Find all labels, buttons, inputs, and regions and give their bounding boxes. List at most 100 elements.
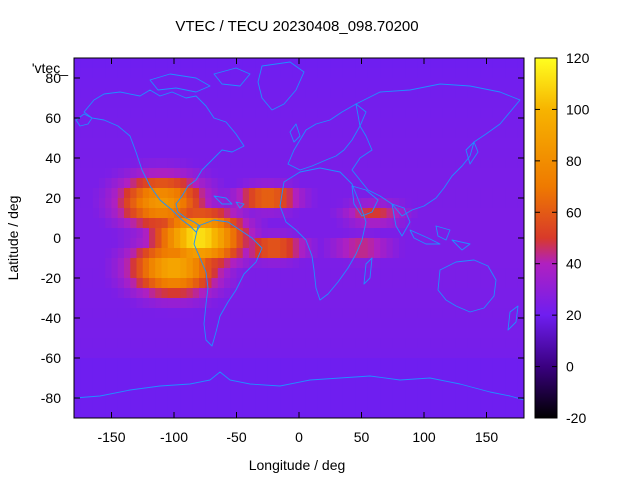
heatmap-cell <box>342 348 350 359</box>
heatmap-cell <box>161 68 169 79</box>
heatmap-cell <box>449 378 456 389</box>
heatmap-cell <box>292 128 300 139</box>
heatmap-cell <box>505 138 513 149</box>
heatmap-cell <box>224 68 231 79</box>
heatmap-cell <box>517 348 524 359</box>
colorbar <box>534 57 558 419</box>
vtec-heatmap <box>74 58 524 418</box>
heatmap-cell <box>317 78 325 89</box>
heatmap-cell <box>299 398 306 409</box>
heatmap-cell <box>236 168 244 179</box>
heatmap-cell <box>136 368 144 379</box>
heatmap-cell <box>174 408 181 418</box>
heatmap-cell <box>511 388 519 399</box>
heatmap-cell <box>161 218 169 229</box>
heatmap-cell <box>467 168 475 179</box>
heatmap-cell <box>330 218 338 229</box>
heatmap-cell <box>149 238 156 249</box>
heatmap-cell <box>392 288 400 299</box>
heatmap-cell <box>386 298 394 309</box>
heatmap-cell <box>280 128 288 139</box>
heatmap-cell <box>224 168 231 179</box>
heatmap-cell <box>136 398 144 409</box>
heatmap-cell <box>336 188 344 199</box>
heatmap-cell <box>267 228 275 239</box>
heatmap-cell <box>399 218 406 229</box>
heatmap-cell <box>174 348 181 359</box>
heatmap-cell <box>111 98 119 109</box>
heatmap-cell <box>355 118 363 129</box>
heatmap-cell <box>349 128 356 139</box>
heatmap-cell <box>405 388 413 399</box>
heatmap-cell <box>267 288 275 299</box>
heatmap-cell <box>105 228 113 239</box>
heatmap-cell <box>361 208 369 219</box>
heatmap-cell <box>274 58 281 69</box>
coastline-alaska <box>75 113 93 127</box>
heatmap-cell <box>111 78 119 89</box>
heatmap-cell <box>417 218 425 229</box>
heatmap-cell <box>117 408 125 418</box>
heatmap-cell <box>442 268 450 279</box>
heatmap-cell <box>230 258 238 269</box>
heatmap-cell <box>105 338 113 349</box>
heatmap-cell <box>399 158 406 169</box>
y-tick-label: -40 <box>41 310 61 326</box>
heatmap-cell <box>161 368 169 379</box>
heatmap-cell <box>105 138 113 149</box>
colorbar-tick-label: -20 <box>566 410 586 426</box>
heatmap-cell <box>167 138 175 149</box>
heatmap-cell <box>317 358 325 369</box>
heatmap-cell <box>411 88 419 99</box>
heatmap-cell <box>280 268 288 279</box>
heatmap-cell <box>230 238 238 249</box>
heatmap-cell <box>411 178 419 189</box>
heatmap-cell <box>149 268 156 279</box>
heatmap-cell <box>411 138 419 149</box>
heatmap-cell <box>386 378 394 389</box>
heatmap-cell <box>374 338 381 349</box>
heatmap-cell <box>430 288 438 299</box>
heatmap-cell <box>92 258 100 269</box>
heatmap-cell <box>142 78 150 89</box>
heatmap-cell <box>261 158 269 169</box>
heatmap-cell <box>211 288 219 299</box>
colorbar-tick-label: 20 <box>566 307 582 323</box>
heatmap-cell <box>474 138 481 149</box>
heatmap-cell <box>242 398 250 409</box>
heatmap-cell <box>86 268 94 279</box>
heatmap-cell <box>86 358 94 369</box>
heatmap-cell <box>117 58 125 69</box>
heatmap-cell <box>130 118 138 129</box>
heatmap-cell <box>92 408 100 418</box>
heatmap-cell <box>92 188 100 199</box>
heatmap-cell <box>205 148 213 159</box>
heatmap-cell <box>505 188 513 199</box>
heatmap-cell <box>124 348 131 359</box>
heatmap-cell <box>142 338 150 349</box>
heatmap-cell <box>480 68 488 79</box>
heatmap-cell <box>324 128 331 139</box>
heatmap-cell <box>286 308 294 319</box>
heatmap-cell <box>367 358 375 369</box>
heatmap-cell <box>299 188 306 199</box>
heatmap-cell <box>380 168 388 179</box>
heatmap-cell <box>311 288 319 299</box>
heatmap-cell <box>330 158 338 169</box>
heatmap-cell <box>367 68 375 79</box>
heatmap-cell <box>355 88 363 99</box>
heatmap-cell <box>455 288 463 299</box>
heatmap-cell <box>467 128 475 139</box>
heatmap-cell <box>336 128 344 139</box>
heatmap-cell <box>155 358 163 369</box>
heatmap-cell <box>467 248 475 259</box>
heatmap-cell <box>267 398 275 409</box>
heatmap-cell <box>436 128 444 139</box>
heatmap-cell <box>192 298 200 309</box>
heatmap-cell <box>499 128 506 139</box>
heatmap-cell <box>499 108 506 119</box>
heatmap-cell <box>105 118 113 129</box>
heatmap-cell <box>305 148 313 159</box>
heatmap-cell <box>511 168 519 179</box>
heatmap-cell <box>449 368 456 379</box>
